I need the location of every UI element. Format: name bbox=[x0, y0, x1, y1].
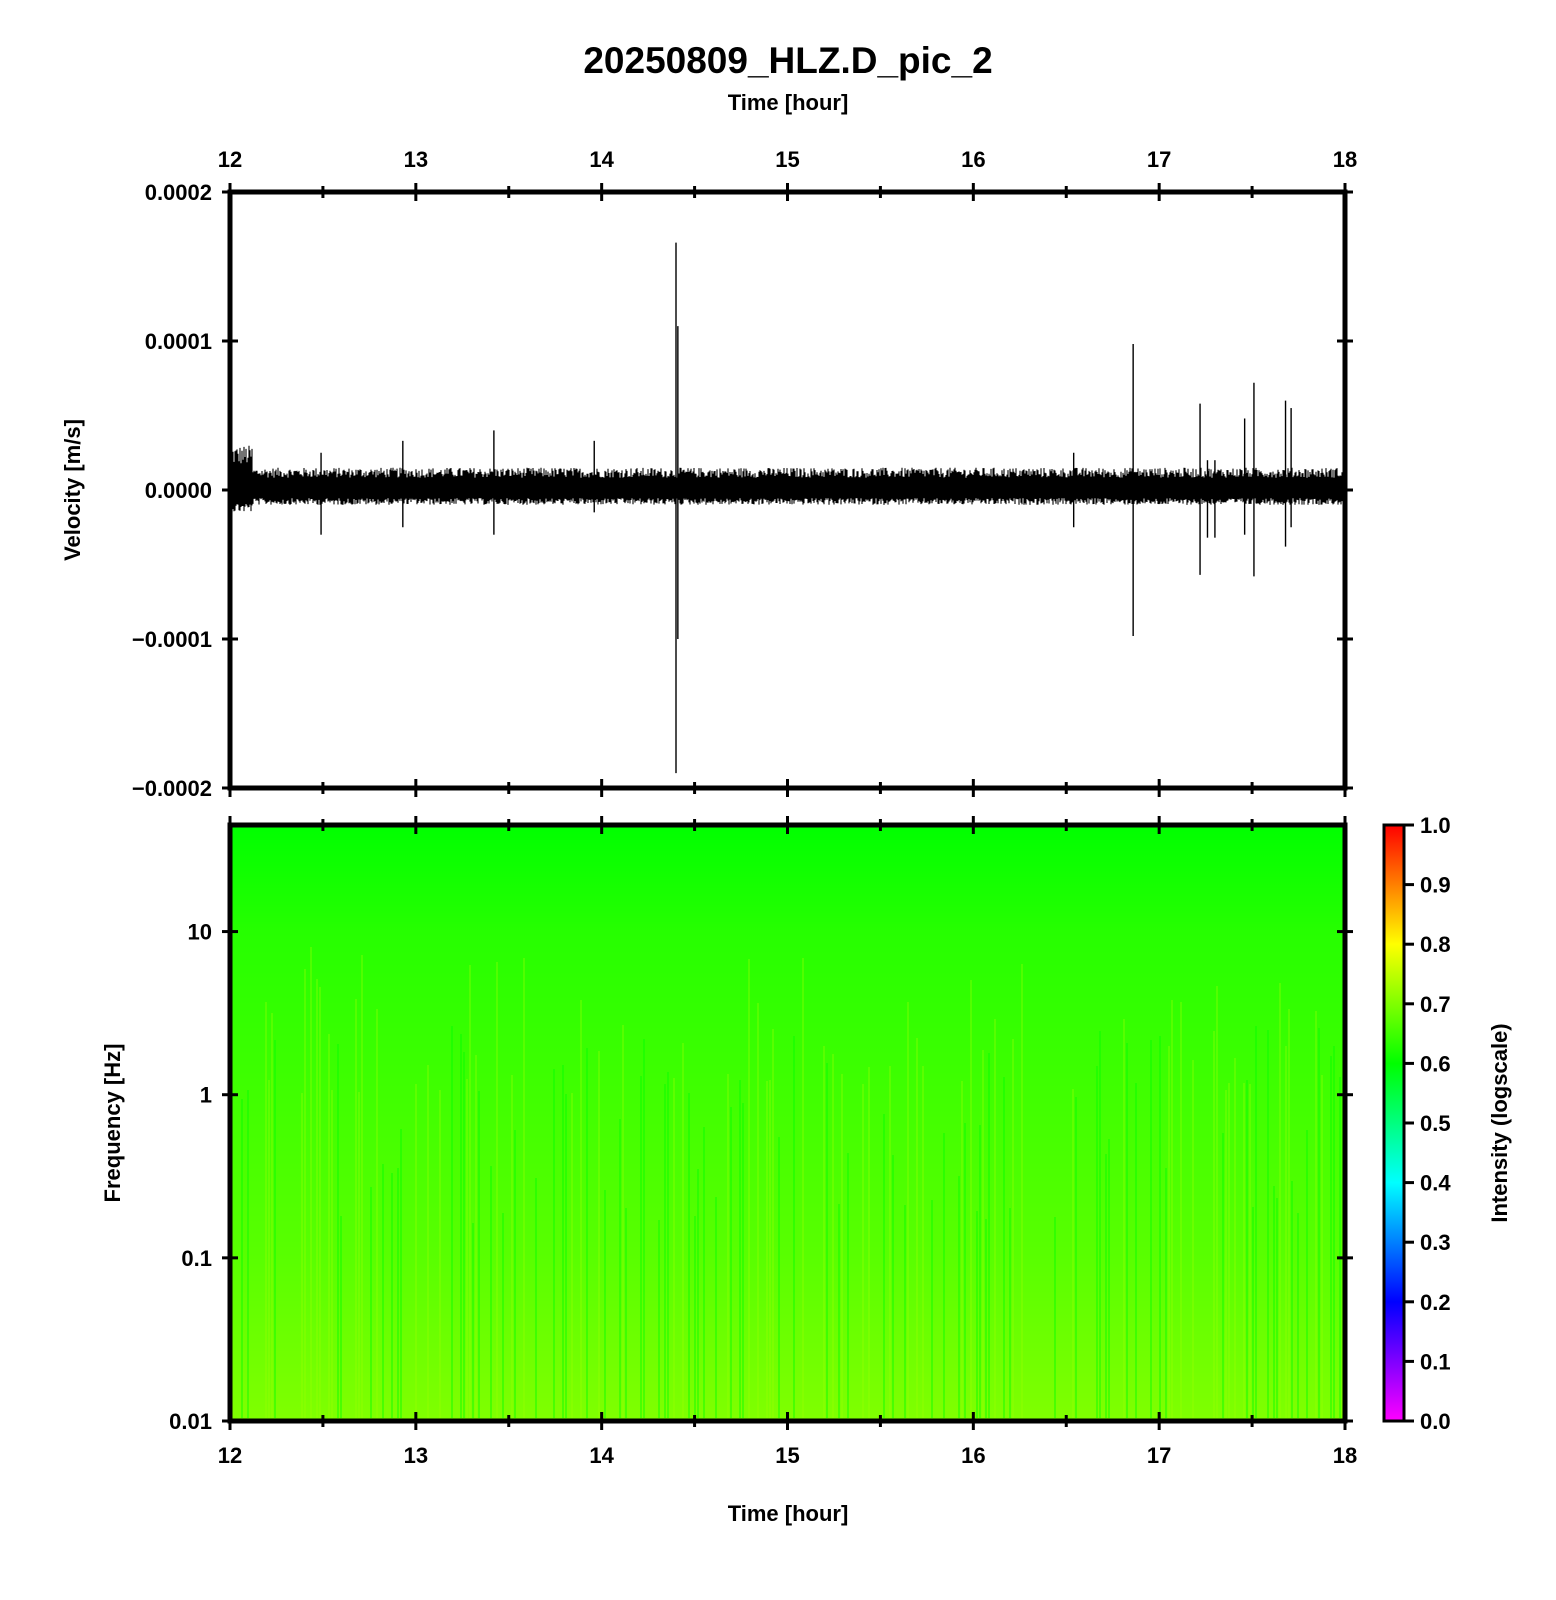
bottom-axis-label: Time [hour] bbox=[728, 1501, 849, 1526]
velocity-tick-label: −0.0002 bbox=[132, 776, 212, 801]
colorbar-gradient bbox=[1382, 823, 1406, 1423]
velocity-tick-label: 0.0001 bbox=[145, 329, 212, 354]
top-tick-label: 15 bbox=[775, 147, 799, 172]
waveform-spikes bbox=[320, 242, 1292, 774]
colorbar-tick-label: 0.6 bbox=[1420, 1051, 1451, 1076]
spectrogram-texture bbox=[241, 947, 1341, 1418]
bottom-tick-label: 15 bbox=[775, 1443, 799, 1468]
colorbar-tick-label: 0.2 bbox=[1420, 1290, 1451, 1315]
spectrogram-light-stripes bbox=[265, 947, 1323, 1418]
bottom-tick-label: 16 bbox=[961, 1443, 985, 1468]
colorbar-tick-label: 0.4 bbox=[1420, 1171, 1451, 1196]
top-tick-label: 17 bbox=[1147, 147, 1171, 172]
top-axis-label: Time [hour] bbox=[728, 90, 849, 115]
waveform-noise-layer bbox=[230, 445, 1344, 513]
colorbar-tick-label: 1.0 bbox=[1420, 813, 1451, 838]
colorbar-tick-label: 0.5 bbox=[1420, 1111, 1451, 1136]
spectrogram-ticks bbox=[222, 816, 1353, 1430]
colorbar: 1.0 0.9 0.8 0.7 0.6 0.5 0.4 0.3 0.2 0.1 0.0 bbox=[1382, 813, 1451, 1434]
top-tick-label: 12 bbox=[218, 147, 242, 172]
bottom-tick-label: 12 bbox=[218, 1443, 242, 1468]
colorbar-tick-label: 0.3 bbox=[1420, 1230, 1451, 1255]
frequency-tick-labels: 10 1 0.1 0.01 bbox=[169, 920, 212, 1434]
waveform-noise bbox=[230, 445, 1344, 513]
velocity-axis-label: Velocity [m/s] bbox=[60, 419, 85, 561]
bottom-tick-label: 13 bbox=[404, 1443, 428, 1468]
colorbar-tick-label: 0.8 bbox=[1420, 932, 1451, 957]
colorbar-tick-label: 0.1 bbox=[1420, 1349, 1451, 1374]
top-tick-label: 13 bbox=[404, 147, 428, 172]
frequency-axis-label: Frequency [Hz] bbox=[100, 1044, 125, 1203]
bottom-tick-labels: 12 13 14 15 16 17 18 bbox=[218, 1443, 1357, 1468]
spectrogram-dark-stripes bbox=[241, 1026, 1341, 1418]
frequency-tick-label: 1 bbox=[200, 1083, 212, 1108]
colorbar-tick-label: 0.9 bbox=[1420, 873, 1451, 898]
frequency-tick-label: 0.1 bbox=[181, 1246, 212, 1271]
colorbar-tick-label: 0.0 bbox=[1420, 1409, 1451, 1434]
frequency-tick-label: 10 bbox=[188, 920, 212, 945]
waveform-panel: 0.0002 0.0001 0.0000 −0.0001 −0.0002 bbox=[132, 180, 1353, 801]
velocity-tick-label: 0.0000 bbox=[145, 478, 212, 503]
top-tick-label: 16 bbox=[961, 147, 985, 172]
bottom-tick-label: 17 bbox=[1147, 1443, 1171, 1468]
colorbar-ticks: 1.0 0.9 0.8 0.7 0.6 0.5 0.4 0.3 0.2 0.1 0.0 bbox=[1404, 813, 1451, 1434]
waveform-ticks bbox=[222, 183, 1353, 797]
colorbar-label: Intensity (logscale) bbox=[1487, 1023, 1512, 1222]
spectrogram-panel: 10 1 0.1 0.01 bbox=[169, 816, 1353, 1434]
colorbar-tick-label: 0.7 bbox=[1420, 992, 1451, 1017]
chart-title: 20250809_HLZ.D_pic_2 bbox=[583, 40, 992, 81]
bottom-tick-label: 18 bbox=[1333, 1443, 1357, 1468]
velocity-tick-label: −0.0001 bbox=[132, 627, 212, 652]
top-tick-labels: 12 13 14 15 16 17 18 bbox=[218, 147, 1357, 172]
velocity-tick-labels: 0.0002 0.0001 0.0000 −0.0001 −0.0002 bbox=[132, 180, 212, 801]
top-tick-label: 14 bbox=[589, 147, 614, 172]
bottom-tick-label: 14 bbox=[589, 1443, 614, 1468]
velocity-tick-label: 0.0002 bbox=[145, 180, 212, 205]
frequency-tick-label: 0.01 bbox=[169, 1409, 212, 1434]
top-tick-label: 18 bbox=[1333, 147, 1357, 172]
